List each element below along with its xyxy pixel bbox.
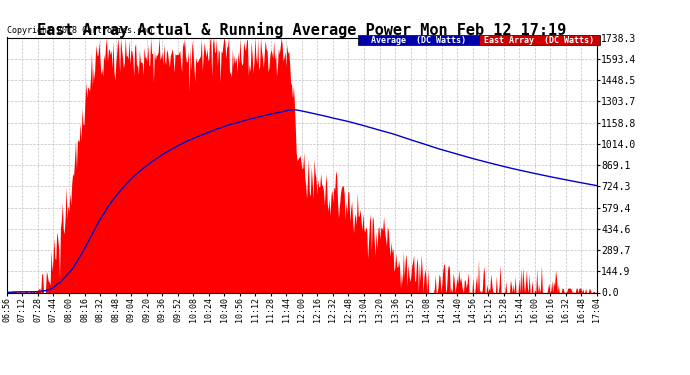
Text: Average  (DC Watts): Average (DC Watts) [371,36,466,45]
Title: East Array Actual & Running Average Power Mon Feb 12 17:19: East Array Actual & Running Average Powe… [37,21,566,38]
FancyBboxPatch shape [479,35,600,45]
Text: East Array  (DC Watts): East Array (DC Watts) [484,36,594,45]
FancyBboxPatch shape [358,35,479,45]
Text: Copyright 2018 Cartronics.com: Copyright 2018 Cartronics.com [7,26,152,35]
